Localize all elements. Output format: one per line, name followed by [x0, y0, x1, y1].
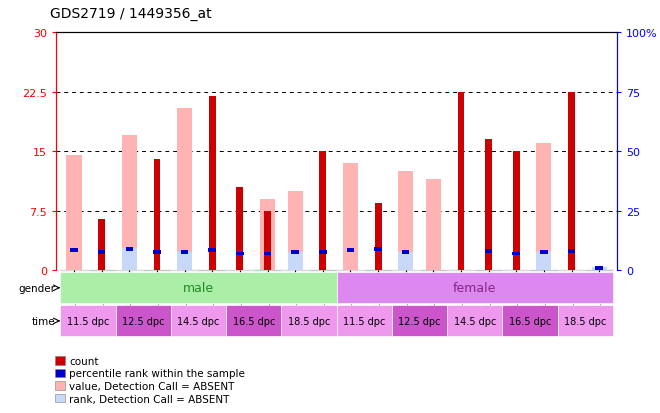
- Bar: [67, 156, 82, 271]
- Text: 18.5 dpc: 18.5 dpc: [288, 316, 330, 326]
- Bar: [537, 144, 552, 271]
- Text: time: time: [32, 316, 55, 326]
- Text: 14.5 dpc: 14.5 dpc: [178, 316, 220, 326]
- Bar: [485, 140, 492, 271]
- Bar: [392, 306, 447, 337]
- Bar: [337, 273, 613, 304]
- Text: 18.5 dpc: 18.5 dpc: [564, 316, 607, 326]
- Bar: [402, 251, 409, 255]
- Bar: [375, 203, 381, 271]
- Bar: [236, 252, 244, 256]
- Bar: [121, 248, 137, 271]
- Bar: [177, 108, 192, 271]
- Text: 11.5 dpc: 11.5 dpc: [67, 316, 109, 326]
- Bar: [337, 306, 392, 337]
- Bar: [346, 248, 354, 252]
- Bar: [374, 247, 382, 251]
- Bar: [209, 96, 216, 271]
- Bar: [591, 267, 607, 271]
- Bar: [98, 219, 105, 271]
- Bar: [264, 211, 271, 271]
- Bar: [288, 253, 303, 271]
- Bar: [236, 188, 244, 271]
- Bar: [226, 306, 281, 337]
- Bar: [60, 273, 337, 304]
- Text: 16.5 dpc: 16.5 dpc: [509, 316, 551, 326]
- Text: 16.5 dpc: 16.5 dpc: [232, 316, 275, 326]
- Bar: [154, 160, 160, 271]
- Bar: [260, 199, 275, 271]
- Bar: [512, 252, 520, 256]
- Bar: [540, 251, 548, 255]
- Bar: [568, 93, 575, 271]
- Bar: [177, 253, 192, 271]
- Bar: [288, 191, 303, 271]
- Bar: [319, 251, 327, 255]
- Bar: [485, 249, 492, 254]
- Bar: [125, 247, 133, 251]
- Bar: [171, 306, 226, 337]
- Text: 12.5 dpc: 12.5 dpc: [398, 316, 441, 326]
- Bar: [398, 171, 413, 271]
- Bar: [98, 251, 106, 255]
- Bar: [115, 306, 171, 337]
- Bar: [558, 306, 613, 337]
- Bar: [60, 306, 116, 337]
- Bar: [181, 251, 188, 255]
- Text: 14.5 dpc: 14.5 dpc: [453, 316, 496, 326]
- Bar: [502, 306, 558, 337]
- Bar: [291, 251, 299, 255]
- Bar: [426, 180, 441, 271]
- Bar: [537, 253, 552, 271]
- Text: 11.5 dpc: 11.5 dpc: [343, 316, 385, 326]
- Bar: [153, 251, 161, 255]
- Text: GDS2719 / 1449356_at: GDS2719 / 1449356_at: [50, 7, 211, 21]
- Bar: [568, 249, 576, 254]
- Bar: [264, 252, 271, 256]
- Bar: [209, 248, 216, 252]
- Bar: [70, 248, 78, 252]
- Bar: [513, 152, 519, 271]
- Bar: [121, 136, 137, 271]
- Legend: count, percentile rank within the sample, value, Detection Call = ABSENT, rank, : count, percentile rank within the sample…: [55, 356, 245, 404]
- Bar: [595, 266, 603, 270]
- Bar: [281, 306, 337, 337]
- Bar: [319, 152, 326, 271]
- Text: male: male: [183, 282, 214, 294]
- Bar: [457, 93, 465, 271]
- Text: 12.5 dpc: 12.5 dpc: [122, 316, 164, 326]
- Bar: [447, 306, 502, 337]
- Bar: [343, 164, 358, 271]
- Text: female: female: [453, 282, 496, 294]
- Text: gender: gender: [18, 283, 55, 293]
- Bar: [398, 253, 413, 271]
